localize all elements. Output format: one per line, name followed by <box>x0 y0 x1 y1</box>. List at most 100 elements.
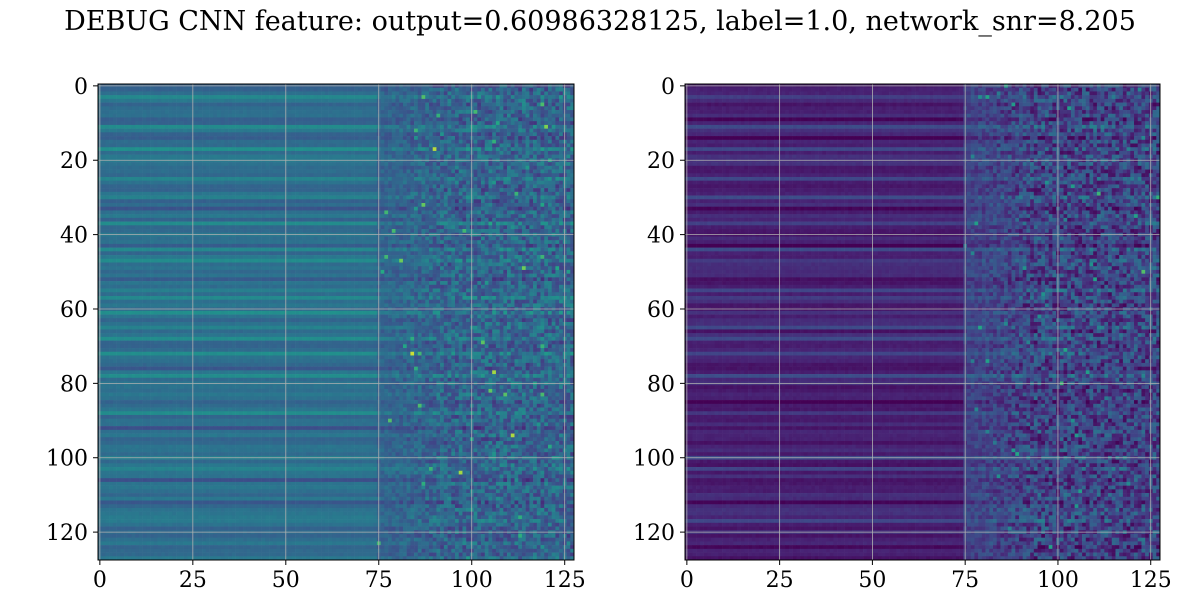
heatmap-cell <box>414 114 418 118</box>
heatmap-cell <box>306 170 310 174</box>
heatmap-cell <box>455 132 459 136</box>
heatmap-cell <box>392 110 396 114</box>
heatmap-cell <box>399 210 403 214</box>
heatmap-cell <box>295 222 299 226</box>
heatmap-cell <box>102 121 106 125</box>
heatmap-cell <box>299 225 303 229</box>
heatmap-cell <box>474 114 478 118</box>
heatmap-cell <box>124 225 128 229</box>
heatmap-cell <box>369 95 373 99</box>
heatmap-cell <box>113 225 117 229</box>
heatmap-cell <box>567 136 571 140</box>
heatmap-cell <box>117 203 121 207</box>
heatmap-cell <box>303 222 307 226</box>
heatmap-cell <box>202 88 206 92</box>
heatmap-cell <box>299 151 303 155</box>
heatmap-cell <box>135 132 139 136</box>
heatmap-cell <box>388 110 392 114</box>
heatmap-cell <box>429 192 433 196</box>
heatmap-cell <box>273 214 277 218</box>
heatmap-cell <box>343 88 347 92</box>
heatmap-cell <box>329 99 333 103</box>
heatmap-cell <box>176 151 180 155</box>
heatmap-cell <box>511 140 515 144</box>
heatmap-cell <box>429 117 433 121</box>
heatmap-cell <box>529 129 533 133</box>
heatmap-cell <box>325 121 329 125</box>
heatmap-cell <box>288 110 292 114</box>
heatmap-cell <box>117 181 121 185</box>
heatmap-cell <box>455 162 459 166</box>
heatmap-cell <box>224 207 228 211</box>
heatmap-cell <box>176 106 180 110</box>
heatmap-cell <box>332 170 336 174</box>
heatmap-cell <box>541 136 545 140</box>
heatmap-cell <box>459 222 463 226</box>
heatmap-cell <box>236 136 240 140</box>
heatmap-cell <box>451 88 455 92</box>
heatmap-cell <box>381 207 385 211</box>
heatmap-cell <box>496 181 500 185</box>
heatmap-cell <box>399 207 403 211</box>
heatmap-cell <box>414 132 418 136</box>
heatmap-cell <box>503 184 507 188</box>
heatmap-cell <box>548 207 552 211</box>
heatmap-cell <box>143 203 147 207</box>
heatmap-cell <box>184 106 188 110</box>
heatmap-cell <box>314 188 318 192</box>
heatmap-cell <box>559 207 563 211</box>
heatmap-cell <box>403 114 407 118</box>
heatmap-cell <box>143 214 147 218</box>
heatmap-cell <box>544 136 548 140</box>
heatmap-cell <box>299 192 303 196</box>
heatmap-cell <box>418 147 422 151</box>
heatmap-cell <box>340 199 344 203</box>
heatmap-cell <box>299 117 303 121</box>
heatmap-cell <box>195 121 199 125</box>
heatmap-cell <box>392 140 396 144</box>
heatmap-cell <box>399 88 403 92</box>
heatmap-cell <box>169 207 173 211</box>
heatmap-cell <box>254 218 258 222</box>
heatmap-cell <box>541 162 545 166</box>
heatmap-cell <box>254 203 258 207</box>
heatmap-cell <box>474 192 478 196</box>
heatmap-cell <box>366 121 370 125</box>
heatmap-cell <box>355 188 359 192</box>
heatmap-cell <box>436 132 440 136</box>
heatmap-cell <box>187 110 191 114</box>
heatmap-cell <box>466 162 470 166</box>
heatmap-cell <box>496 125 500 129</box>
heatmap-cell <box>198 218 202 222</box>
heatmap-cell <box>243 103 247 107</box>
heatmap-cell <box>217 199 221 203</box>
heatmap-cell <box>273 129 277 133</box>
heatmap-cell <box>541 99 545 103</box>
heatmap-cell <box>488 199 492 203</box>
heatmap-cell <box>399 110 403 114</box>
heatmap-cell <box>232 170 236 174</box>
heatmap-cell <box>265 99 269 103</box>
heatmap-cell <box>176 214 180 218</box>
heatmap-cell <box>325 188 329 192</box>
heatmap-cell <box>407 125 411 129</box>
heatmap-cell <box>396 91 400 95</box>
heatmap-cell <box>277 207 281 211</box>
heatmap-cell <box>429 166 433 170</box>
heatmap-cell <box>306 192 310 196</box>
heatmap-cell <box>459 147 463 151</box>
heatmap-cell <box>418 225 422 229</box>
heatmap-cell <box>288 99 292 103</box>
heatmap-cell <box>522 207 526 211</box>
heatmap-cell <box>236 129 240 133</box>
heatmap-cell <box>295 132 299 136</box>
heatmap-cell <box>280 170 284 174</box>
heatmap-cell <box>343 129 347 133</box>
heatmap-cell <box>526 214 530 218</box>
heatmap-cell <box>217 151 221 155</box>
heatmap-cell <box>217 144 221 148</box>
heatmap-cell <box>124 140 128 144</box>
heatmap-cell <box>518 99 522 103</box>
heatmap-cell <box>477 218 481 222</box>
heatmap-cell <box>310 136 314 140</box>
